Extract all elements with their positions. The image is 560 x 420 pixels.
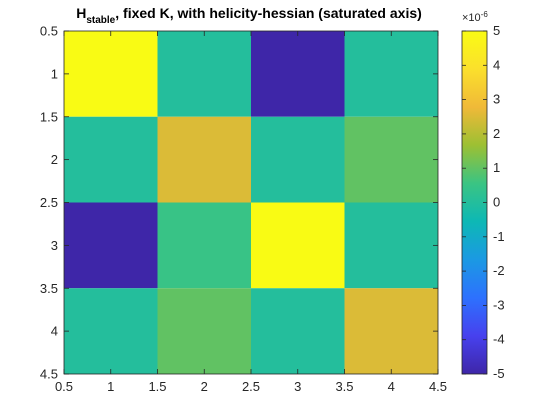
- x-tick-label: 1.5: [148, 379, 166, 394]
- y-tick-label: 0.5: [40, 24, 58, 39]
- colorbar-exponent-base: ×10: [462, 12, 481, 24]
- heatmap-cell-r3-c4: [344, 202, 438, 289]
- colorbar-ticks: 5 4 3 2 1 0 -1 -2 -3 -4 -5: [462, 23, 505, 381]
- x-axis: 0.5 1 1.5 2 2.5 3 3.5 4 4.5: [55, 31, 447, 394]
- colorbar-exponent-power: -6: [481, 10, 489, 19]
- title-subscript: stable: [86, 15, 115, 26]
- chart-title: Hstable, fixed K, with helicity-hessian …: [76, 5, 422, 26]
- y-tick-label: 2: [51, 152, 58, 167]
- x-tick-label: 3: [294, 379, 301, 394]
- title-main: H: [76, 5, 86, 21]
- heatmap-cell-r3-c1: [64, 202, 158, 289]
- heatmap-cell-r3-c3: [251, 202, 345, 289]
- heatmap-cells: [64, 31, 438, 374]
- x-tick-label: 1: [107, 379, 114, 394]
- heatmap-cell-r1-c2: [157, 31, 251, 117]
- heatmap-cell-r4-c3: [251, 288, 345, 374]
- x-tick-label: 2: [201, 379, 208, 394]
- colorbar-tick-label: -2: [493, 263, 505, 278]
- x-tick-label: 4: [388, 379, 395, 394]
- heatmap-cell-r2-c2: [157, 116, 251, 203]
- colorbar-tick-label: 5: [493, 23, 500, 38]
- heatmap-cell-r1-c4: [344, 31, 438, 117]
- colorbar-tick-label: -1: [493, 229, 505, 244]
- heatmap-cell-r2-c1: [64, 116, 158, 203]
- x-tick-label: 3.5: [335, 379, 353, 394]
- heatmap-cell-r4-c2: [157, 288, 251, 374]
- x-tick-label: 0.5: [55, 379, 73, 394]
- colorbar-tick-label: 0: [493, 195, 500, 210]
- heatmap-cell-r2-c4: [344, 116, 438, 203]
- colorbar: 5 4 3 2 1 0 -1 -2 -3 -4 -5 ×10-6: [461, 10, 505, 381]
- colorbar-tick-label: 4: [493, 57, 500, 72]
- y-tick-label: 3.5: [40, 281, 58, 296]
- colorbar-tick-label: 1: [493, 160, 500, 175]
- heatmap-cell-r1-c3: [251, 31, 345, 117]
- heatmap-cell-r4-c4: [344, 288, 438, 374]
- heatmap-cell-r1-c1: [64, 31, 158, 117]
- x-tick-label: 4.5: [429, 379, 447, 394]
- title-rest: , fixed K, with helicity-hessian (satura…: [115, 5, 422, 21]
- y-tick-label: 4: [51, 324, 58, 339]
- heatmap-cell-r3-c2: [157, 202, 251, 289]
- colorbar-tick-label: 2: [493, 126, 500, 141]
- y-tick-label: 4.5: [40, 367, 58, 382]
- x-tick-label: 2.5: [242, 379, 260, 394]
- heatmap-cell-r2-c3: [251, 116, 345, 203]
- colorbar-tick-label: -5: [493, 366, 505, 381]
- heatmap-cell-r4-c1: [64, 288, 158, 374]
- colorbar-tick-label: -3: [493, 297, 505, 312]
- y-tick-label: 1.5: [40, 109, 58, 124]
- colorbar-tick-label: 3: [493, 92, 500, 107]
- y-tick-label: 1: [51, 66, 58, 81]
- y-tick-label: 2.5: [40, 195, 58, 210]
- colorbar-exponent: ×10-6: [462, 10, 488, 24]
- y-axis: 0.5 1 1.5 2 2.5 3 3.5 4 4.5: [40, 24, 438, 382]
- colorbar-tick-label: -4: [493, 332, 505, 347]
- y-tick-label: 3: [51, 238, 58, 253]
